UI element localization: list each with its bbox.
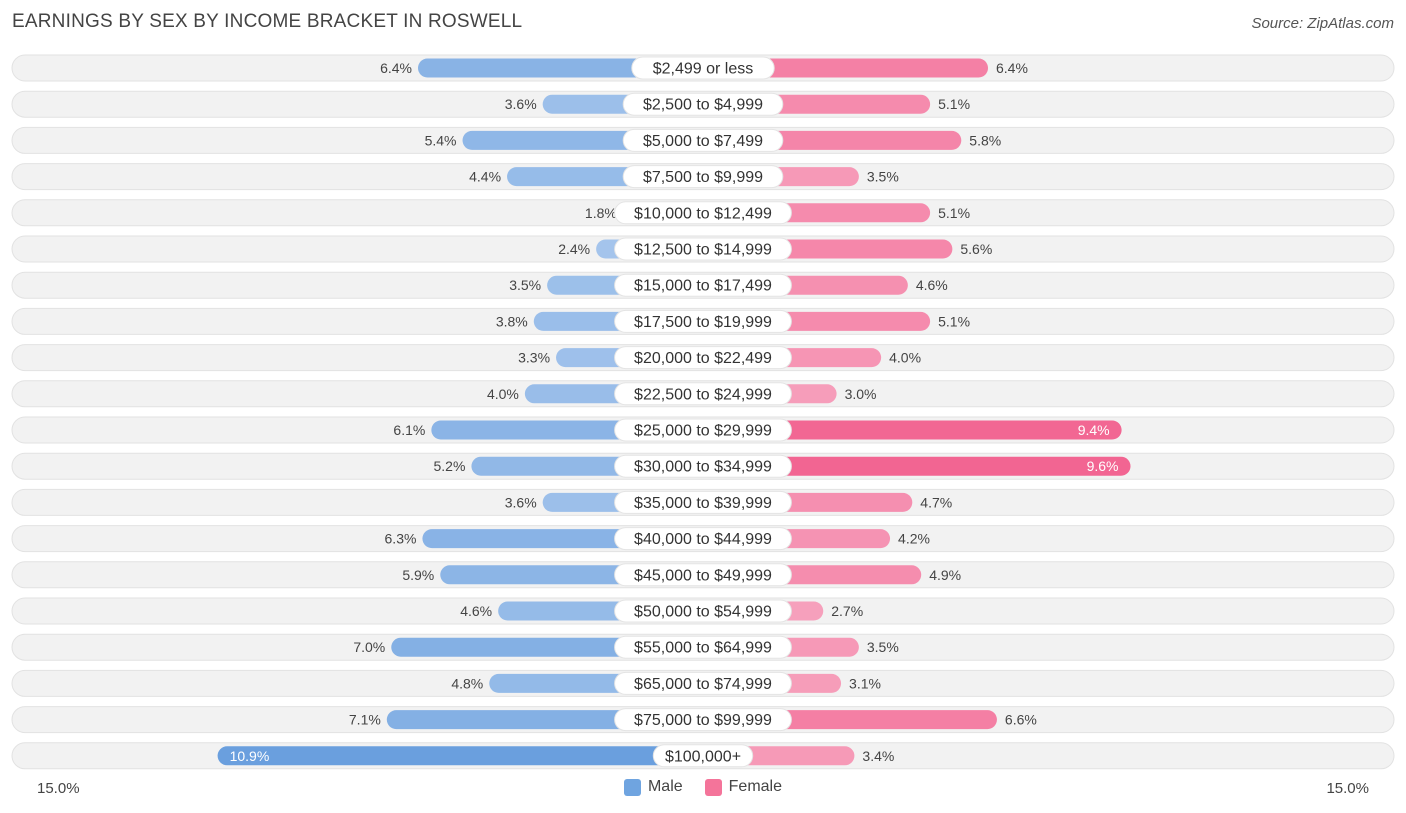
category-label: $75,000 to $99,999 — [634, 712, 772, 729]
category-label: $40,000 to $44,999 — [634, 531, 772, 548]
category-label-bg — [614, 346, 792, 370]
male-value-label: 3.6% — [505, 96, 537, 112]
bar-chart: 6.4% 6.4% $2,499 or less 3.6% 5.1% $2,500 to … — [11, 54, 1395, 770]
category-label: $17,500 to $19,999 — [634, 314, 772, 331]
male-value-label: 10.9% — [230, 748, 270, 764]
category-label: $22,500 to $24,999 — [634, 386, 772, 403]
legend-item-female[interactable]: Female — [704, 778, 783, 796]
category-label: $2,500 to $4,999 — [643, 97, 763, 114]
male-value-label: 4.0% — [487, 386, 519, 402]
category-label: $12,500 to $14,999 — [634, 242, 772, 259]
category-label-bg — [614, 490, 792, 514]
female-bar — [703, 456, 1131, 476]
female-value-label: 4.2% — [898, 531, 930, 547]
category-label: $10,000 to $12,499 — [634, 205, 772, 222]
male-value-label: 7.0% — [353, 639, 385, 655]
male-value-label: 3.8% — [496, 313, 528, 329]
male-value-label: 4.8% — [451, 675, 483, 691]
male-bar — [417, 58, 703, 78]
male-value-label: 6.1% — [393, 422, 425, 438]
male-value-label: 5.2% — [434, 458, 466, 474]
female-value-label: 3.0% — [845, 386, 877, 402]
male-value-label: 3.6% — [505, 494, 537, 510]
category-label-bg — [652, 744, 754, 768]
male-value-label: 7.1% — [349, 712, 381, 728]
category-label-bg — [614, 237, 792, 261]
category-label-bg — [614, 454, 792, 478]
category-label: $45,000 to $49,999 — [634, 567, 772, 584]
axis-label-right: 15.0% — [1326, 780, 1369, 797]
category-label-bg — [614, 382, 792, 406]
category-label-bg — [614, 527, 792, 551]
category-label-bg — [622, 92, 784, 116]
legend-item-male[interactable]: Male — [623, 778, 683, 796]
male-value-label: 2.4% — [558, 241, 590, 257]
female-value-label: 4.9% — [929, 567, 961, 583]
female-bar — [703, 420, 1122, 440]
category-label-bg — [622, 128, 784, 152]
female-value-label: 4.0% — [889, 350, 921, 366]
female-value-label: 5.1% — [938, 96, 970, 112]
category-label-bg — [614, 273, 792, 297]
legend: Male Female — [0, 778, 1406, 796]
category-label-bg — [614, 563, 792, 587]
category-label: $65,000 to $74,999 — [634, 676, 772, 693]
female-value-label: 4.7% — [920, 494, 952, 510]
male-value-label: 3.3% — [518, 350, 550, 366]
male-value-label: 1.8% — [585, 205, 617, 221]
category-label-bg — [631, 56, 775, 80]
category-label-bg — [614, 635, 792, 659]
female-value-label: 5.8% — [969, 132, 1001, 148]
legend-swatch-female — [704, 778, 722, 796]
male-bar — [217, 746, 703, 766]
category-label-bg — [614, 671, 792, 695]
male-value-label: 6.4% — [380, 60, 412, 76]
category-label: $5,000 to $7,499 — [643, 133, 763, 150]
legend-label-male: Male — [647, 778, 683, 795]
category-label: $55,000 to $64,999 — [634, 640, 772, 657]
category-label-bg — [614, 201, 792, 225]
category-label: $25,000 to $29,999 — [634, 423, 772, 440]
category-label: $50,000 to $54,999 — [634, 604, 772, 621]
category-label: $7,500 to $9,999 — [643, 169, 763, 186]
chart-title: EARNINGS BY SEX BY INCOME BRACKET IN ROS… — [12, 11, 523, 32]
female-value-label: 9.6% — [1087, 458, 1119, 474]
female-value-label: 9.4% — [1078, 422, 1110, 438]
axis-label-left: 15.0% — [37, 780, 80, 797]
legend-swatch-male — [623, 778, 641, 796]
female-value-label: 3.5% — [867, 639, 899, 655]
female-bar — [703, 58, 989, 78]
female-value-label: 2.7% — [831, 603, 863, 619]
female-value-label: 6.4% — [996, 60, 1028, 76]
category-label: $20,000 to $22,499 — [634, 350, 772, 367]
male-value-label: 5.4% — [425, 132, 457, 148]
male-value-label: 5.9% — [402, 567, 434, 583]
female-value-label: 6.6% — [1005, 712, 1037, 728]
category-label: $35,000 to $39,999 — [634, 495, 772, 512]
category-label-bg — [622, 165, 784, 189]
category-label-bg — [614, 599, 792, 623]
category-label-bg — [614, 309, 792, 333]
female-value-label: 3.4% — [862, 748, 894, 764]
male-value-label: 3.5% — [509, 277, 541, 293]
female-value-label: 5.1% — [938, 313, 970, 329]
female-value-label: 5.6% — [960, 241, 992, 257]
legend-label-female: Female — [728, 778, 783, 795]
female-value-label: 4.6% — [916, 277, 948, 293]
category-label: $30,000 to $34,999 — [634, 459, 772, 476]
male-value-label: 4.4% — [469, 169, 501, 185]
category-label-bg — [614, 418, 792, 442]
female-value-label: 5.1% — [938, 205, 970, 221]
category-label: $100,000+ — [665, 748, 741, 765]
male-value-label: 4.6% — [460, 603, 492, 619]
female-value-label: 3.5% — [867, 169, 899, 185]
source-label: Source: ZipAtlas.com — [1251, 15, 1394, 32]
female-value-label: 3.1% — [849, 675, 881, 691]
category-label: $15,000 to $17,499 — [634, 278, 772, 295]
male-value-label: 6.3% — [385, 531, 417, 547]
category-label: $2,499 or less — [653, 61, 754, 78]
category-label-bg — [614, 708, 792, 732]
